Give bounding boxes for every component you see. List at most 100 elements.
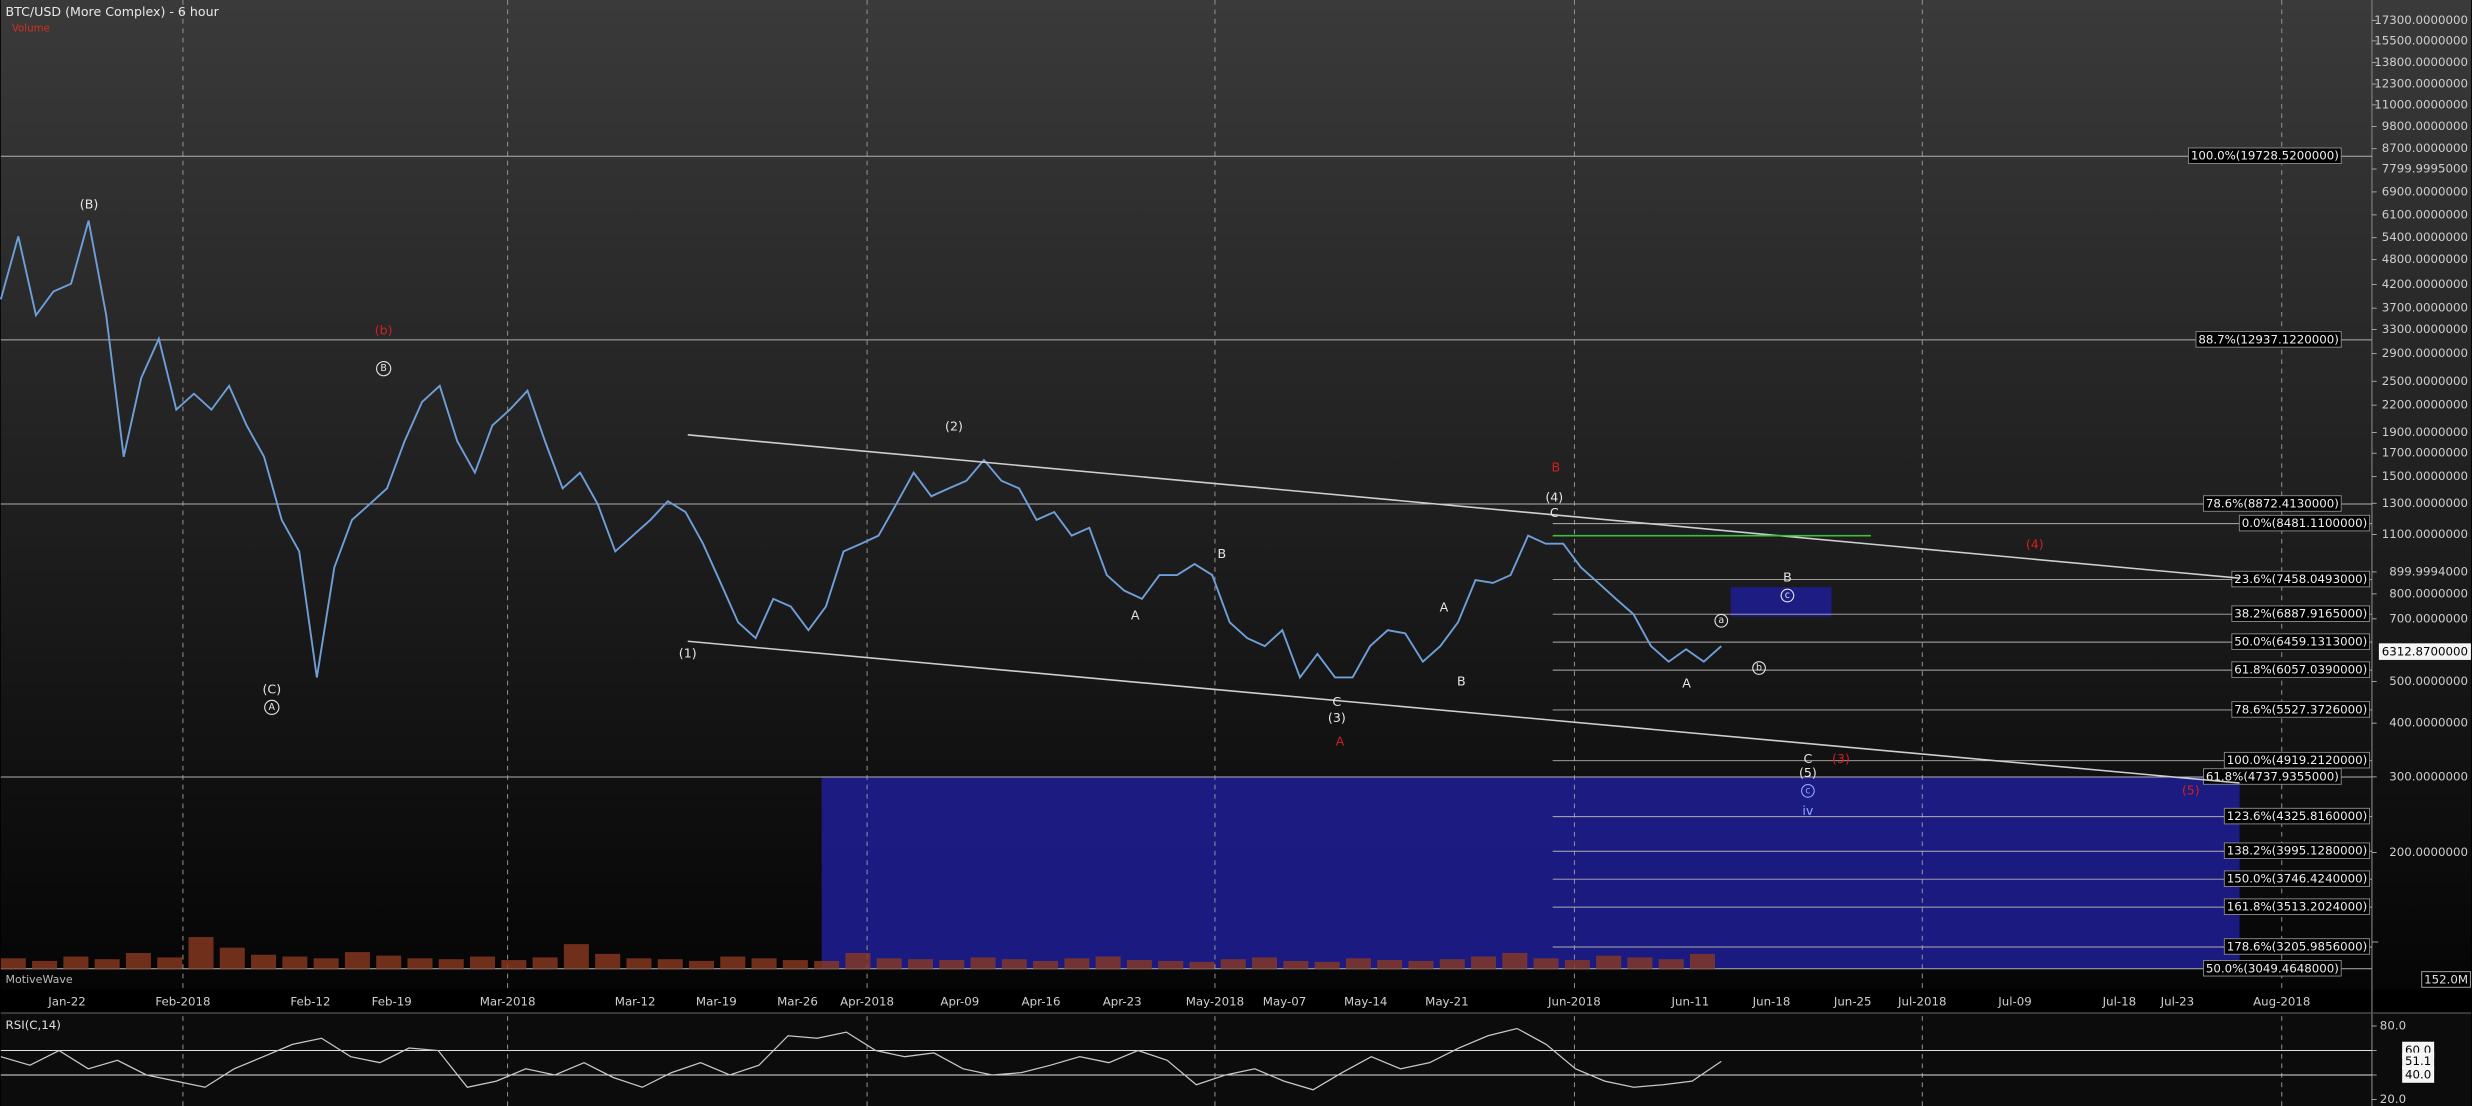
fib-label: 78.6%(8872.4130000) xyxy=(2206,497,2339,511)
volume-bar xyxy=(1408,960,1434,969)
wave-label: A xyxy=(1682,675,1691,690)
volume-tick-label-box xyxy=(2421,971,2471,988)
y2-tick-label: 2200.0000000 xyxy=(2382,398,2468,412)
fib-label: 150.0%(3746.4240000) xyxy=(2227,872,2368,886)
x-tick-label: Jul-09 xyxy=(1997,995,2032,1009)
y2-tick-label: 3700.0000000 xyxy=(2382,301,2468,315)
wave-label: c xyxy=(1805,785,1810,796)
volume-bar xyxy=(1158,960,1184,969)
fib-label: 161.8%(3513.2024000) xyxy=(2227,900,2368,914)
fib-label-box xyxy=(2203,768,2342,785)
fib-label-box xyxy=(2223,870,2371,887)
y2-tick-label: 17300.0000000 xyxy=(2374,13,2468,27)
volume-bar xyxy=(32,960,58,969)
volume-bar xyxy=(626,958,652,969)
fib-label-box xyxy=(2223,938,2371,955)
y2-tick-label: 13800.0000000 xyxy=(2374,55,2468,69)
x-tick-label: Feb-12 xyxy=(290,995,330,1009)
y2-tick-label: 1900.0000000 xyxy=(2382,425,2468,439)
wave-circle xyxy=(1780,588,1795,603)
volume-bar xyxy=(376,955,402,969)
volume-bar xyxy=(688,960,715,969)
volume-bar xyxy=(720,956,746,969)
fib-label-box xyxy=(2231,661,2371,678)
rsi-last-label-box xyxy=(2402,1052,2435,1070)
wave-label: (4) xyxy=(2026,537,2044,552)
volume-bar xyxy=(1064,958,1090,969)
last-price-label: 6312.8700000 xyxy=(2382,645,2468,659)
fib-label-box xyxy=(2223,751,2371,769)
volume-bar xyxy=(1377,960,1403,969)
volume-bar xyxy=(1345,958,1371,969)
fib-label: 61.8%(6057.0390000) xyxy=(2234,663,2367,677)
y2-tick-label: 1100.0000000 xyxy=(2382,527,2468,541)
fib-label: 50.0%(6459.1313000) xyxy=(2234,635,2367,649)
x-tick-label: Mar-19 xyxy=(696,995,737,1009)
x-tick-label: Jan-22 xyxy=(47,995,85,1009)
wave-label: C xyxy=(1804,751,1813,766)
volume-bar xyxy=(1689,953,1715,969)
x-tick-label: Mar-12 xyxy=(615,995,656,1009)
x-tick-label: Feb-19 xyxy=(372,995,412,1009)
volume-bar xyxy=(1627,957,1653,969)
volume-bar xyxy=(157,957,183,969)
wave-label: c xyxy=(1785,590,1790,601)
fib-label: 100.0%(4919.2120000) xyxy=(2227,753,2368,767)
volume-bar xyxy=(1564,960,1590,969)
y2-tick-label: 7799.9995000 xyxy=(2382,162,2468,176)
wave-label: iv xyxy=(1802,803,1813,818)
fib-label: 88.7%(12937.1220000) xyxy=(2198,332,2339,346)
y2-tick-label: 8700.0000000 xyxy=(2382,141,2468,155)
wave-label: (5) xyxy=(1799,765,1817,780)
volume-bar xyxy=(907,959,933,969)
x-tick-label: Jun-2018 xyxy=(1547,995,1601,1009)
fib-label-box xyxy=(2203,495,2342,512)
fib-label: 50.0%(3049.4648000) xyxy=(2206,961,2339,975)
fib-label-box xyxy=(2231,633,2371,650)
wave-label: (1) xyxy=(679,645,697,660)
volume-bar xyxy=(1471,956,1497,969)
y2-tick-label: 2500.0000000 xyxy=(2382,374,2468,388)
volume-bar xyxy=(1596,955,1622,969)
fib-label-box xyxy=(2223,898,2371,915)
wave-label: B xyxy=(1552,459,1561,474)
x-tick-label: Apr-09 xyxy=(940,995,979,1009)
y2-tick-label: 899.9994000 xyxy=(2389,564,2468,578)
wave-label: B xyxy=(380,363,386,374)
volume-bar xyxy=(1502,952,1528,969)
volume-bar xyxy=(751,958,777,969)
volume-bar xyxy=(407,958,433,969)
target-zone xyxy=(1730,587,1832,617)
x-tick-label: Mar-2018 xyxy=(480,995,536,1009)
wave-circle xyxy=(1801,784,1815,798)
wave-label: C xyxy=(1332,694,1341,709)
y2-tick-label: 5400.0000000 xyxy=(2382,230,2468,244)
wave-label: A xyxy=(1131,608,1140,623)
volume-bar xyxy=(595,953,621,969)
x-tick-label: May-07 xyxy=(1263,995,1306,1009)
fib-label-box xyxy=(2231,570,2371,588)
y2-tick-label: 11000.0000000 xyxy=(2374,97,2468,111)
fib-label-box xyxy=(2195,331,2342,348)
wave-label: C xyxy=(1550,505,1559,520)
fib-label: 23.6%(7458.0493000) xyxy=(2234,572,2367,586)
y2-tick-label: 1700.0000000 xyxy=(2382,446,2468,460)
volume-bar xyxy=(94,959,120,969)
wave-circle xyxy=(1714,613,1729,628)
rsi-last-label: 51.1 xyxy=(2405,1054,2431,1068)
wave-label: (2) xyxy=(945,418,963,433)
fib-label-box xyxy=(2223,842,2371,859)
fib-label: 178.6%(3205.9856000) xyxy=(2227,939,2368,953)
volume-tick-label: 152.0M xyxy=(2424,972,2468,986)
wave-circle xyxy=(1752,661,1766,675)
wave-circle xyxy=(264,699,280,716)
y2-tick-label: 500.0000000 xyxy=(2389,674,2468,688)
series-line xyxy=(0,220,1722,680)
volume-label: Volume xyxy=(12,22,50,34)
overlay-layer: (B) (C) A (b) B (1) (2) A B C (3) A A B … xyxy=(80,196,2240,818)
y2-tick-label: 1300.0000000 xyxy=(2382,496,2468,510)
volume-bar xyxy=(782,960,808,969)
x-tick-label: Feb-2018 xyxy=(155,995,210,1009)
target-zone xyxy=(821,777,2240,969)
